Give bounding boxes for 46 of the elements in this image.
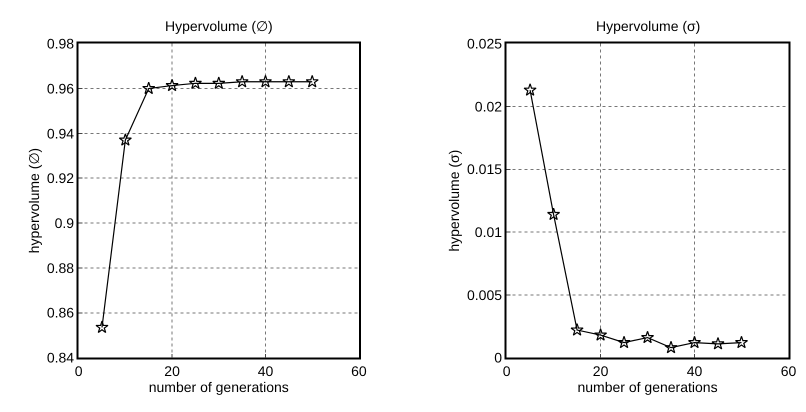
- point: [524, 83, 537, 96]
- y-tick-label: 0: [494, 350, 502, 366]
- y-tick-label: 0.94: [46, 125, 74, 142]
- point: [688, 336, 702, 348]
- point: [594, 328, 608, 341]
- point: [165, 78, 179, 92]
- point: [212, 76, 226, 90]
- point: [546, 208, 560, 220]
- y-tick-label: 0.92: [46, 170, 74, 186]
- point: [142, 82, 156, 94]
- y-tick-label: 0.88: [46, 260, 74, 276]
- y-tick-label: 0.025: [467, 36, 502, 52]
- y-axis-title: hypervolume (σ): [446, 150, 462, 252]
- y-tick-label: 0.9: [54, 214, 74, 231]
- point: [617, 336, 631, 348]
- point: [282, 74, 296, 88]
- y-tick-label: 0.86: [46, 304, 74, 321]
- x-tick-label: 20: [164, 363, 180, 380]
- y-tick-label: 0.98: [46, 36, 74, 52]
- point: [118, 133, 132, 146]
- x-axis-title: number of generations: [148, 379, 289, 396]
- point: [236, 74, 249, 88]
- point: [188, 76, 202, 90]
- y-axis-title: hypervolume (∅): [26, 148, 42, 254]
- point: [664, 340, 678, 354]
- x-tick-label: 60: [780, 363, 796, 380]
- y-tick-label: 0.02: [474, 98, 502, 114]
- y-tick-label: 0.01: [474, 224, 502, 240]
- point: [734, 336, 748, 348]
- y-tick-label: 0.015: [467, 161, 502, 178]
- x-tick-label: 40: [686, 363, 703, 380]
- y-tick-label: 0.005: [467, 286, 502, 303]
- x-tick-label: 60: [351, 363, 367, 380]
- chart-title: Hypervolume (σ): [596, 18, 700, 34]
- point: [258, 74, 272, 88]
- y-tick-label: 0.84: [46, 350, 74, 366]
- x-tick-label: 20: [592, 363, 609, 380]
- point: [640, 330, 654, 344]
- point: [570, 323, 584, 336]
- point: [711, 336, 725, 350]
- point: [306, 74, 319, 88]
- x-axis-title: number of generations: [577, 379, 718, 396]
- y-tick-label: 0.96: [46, 80, 74, 96]
- chart-title: Hypervolume (∅): [165, 18, 273, 34]
- point: [95, 320, 109, 334]
- x-tick-label: 40: [258, 363, 274, 380]
